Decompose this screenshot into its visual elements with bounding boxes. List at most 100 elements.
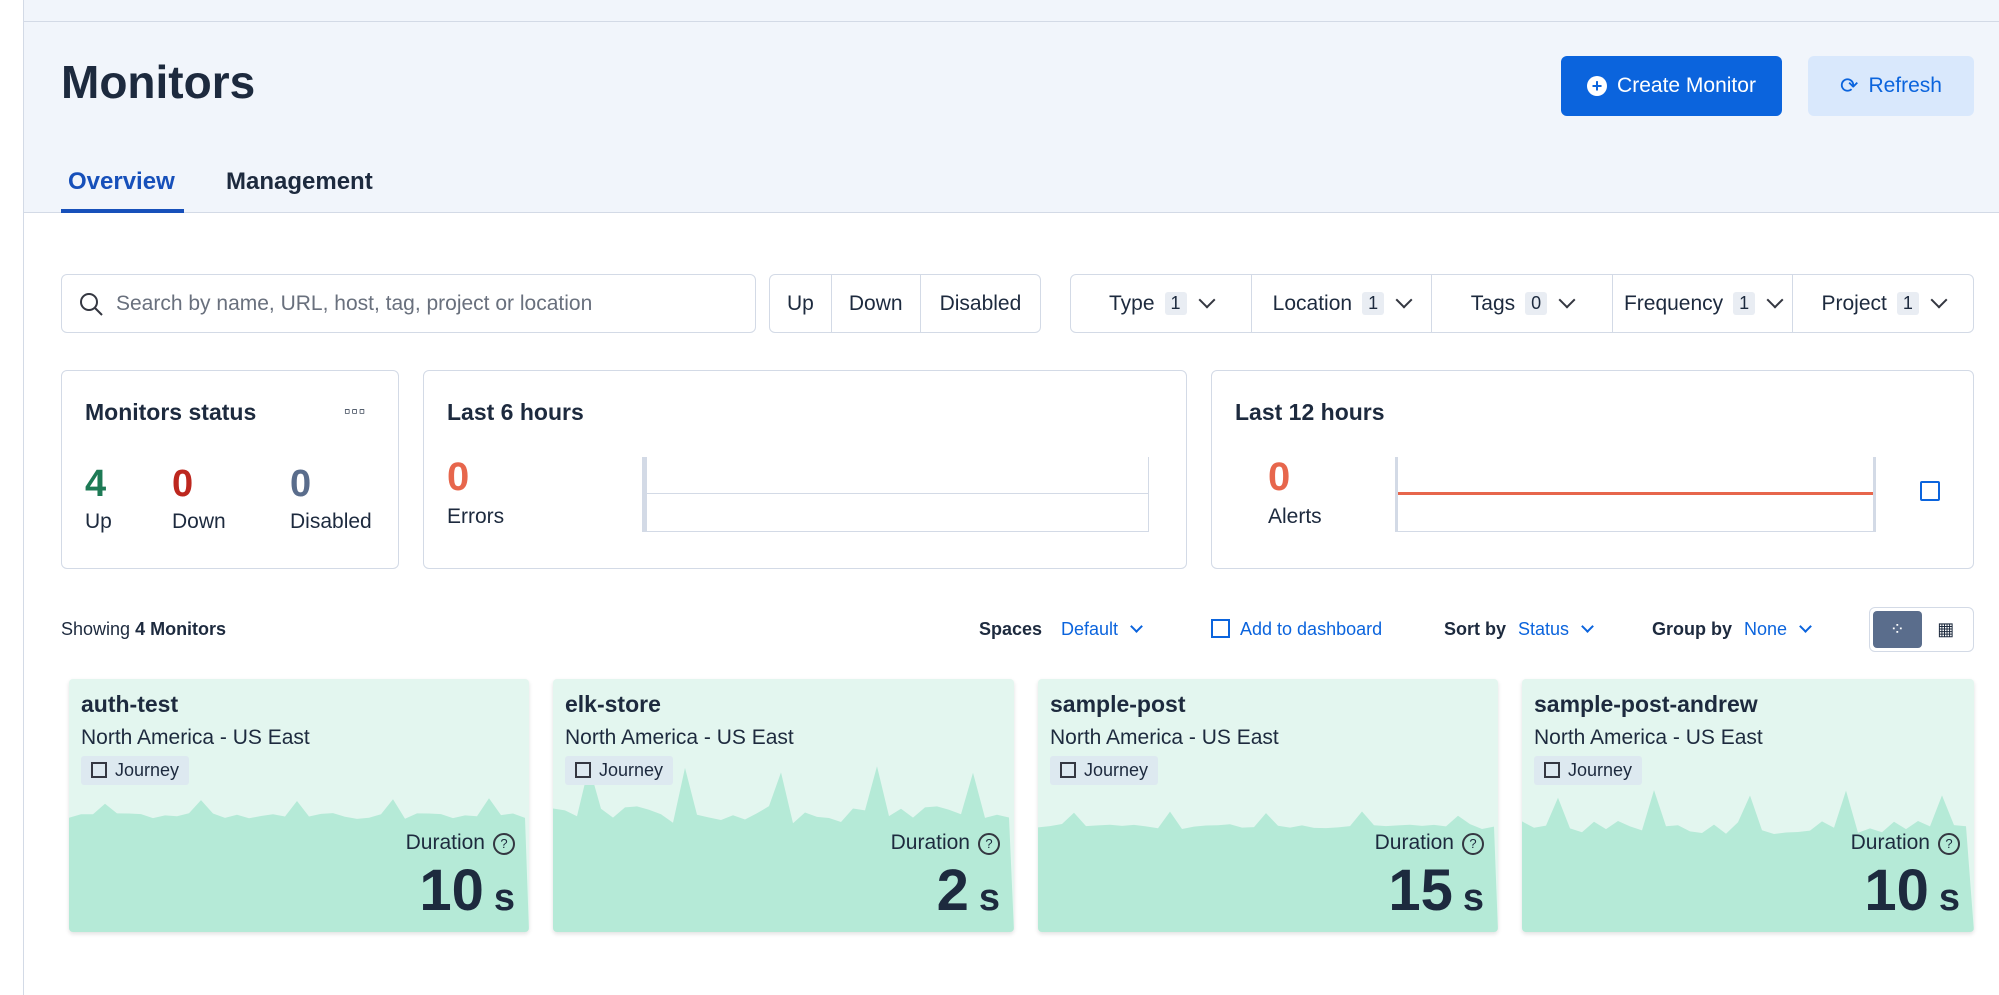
group-label: Group by — [1652, 619, 1732, 640]
tab[interactable]: Management — [226, 168, 373, 196]
status-label: Down — [172, 510, 226, 534]
duration-label: Duration — [406, 831, 485, 854]
filter-dropdown[interactable]: Project1 — [1792, 275, 1973, 332]
chart-line — [1398, 492, 1873, 495]
help-icon: ? — [1462, 833, 1484, 855]
monitor-name: sample-post — [1050, 691, 1185, 718]
duration-row: 10s — [419, 857, 515, 924]
chevron — [1559, 291, 1576, 308]
status-filter-group: UpDownDisabled — [769, 274, 1041, 333]
status-filter[interactable]: Up — [770, 275, 831, 332]
showing-text: Showing 4 Monitors — [61, 619, 226, 640]
filter-group: Type1Location1Tags0Frequency1Project1 — [1070, 274, 1974, 333]
monitor-card[interactable]: sample-post-andrew North America - US Eas… — [1522, 679, 1974, 932]
panel-title: Last 12 hours — [1235, 399, 1385, 426]
sort-value: Status — [1518, 619, 1569, 639]
button-label: Create Monitor — [1617, 74, 1756, 98]
chevron — [1930, 291, 1947, 308]
chevron — [1198, 291, 1215, 308]
monitor-type: Journey — [1568, 760, 1632, 780]
tab[interactable]: Overview — [68, 168, 175, 196]
spaces-select[interactable]: Default — [1061, 619, 1141, 640]
filter-dropdown[interactable]: Location 1 — [1251, 275, 1432, 332]
button-label: Refresh — [1868, 74, 1942, 98]
alerts-panel: Last 12 hours 0 Alerts — [1211, 370, 1974, 569]
showing-prefix: Showing — [61, 619, 130, 639]
help-icon: ? — [1938, 833, 1960, 855]
filter-label: Tags — [1471, 292, 1515, 316]
chevron — [1130, 620, 1143, 633]
duration-label: Duration — [891, 831, 970, 854]
filter-label: Project — [1821, 292, 1886, 316]
sidebar — [0, 0, 24, 995]
filter-count: 0 — [1525, 292, 1547, 315]
grid-view-button[interactable]: ⁘ — [1873, 611, 1922, 648]
help-icon: ? — [493, 833, 515, 855]
table-view-button[interactable]: ▦ — [1922, 611, 1971, 648]
inspect-icon[interactable] — [1920, 481, 1940, 501]
group-value: None — [1744, 619, 1787, 639]
refresh-icon: ⟳ — [1840, 73, 1858, 99]
add-to-dashboard-label: Add to dashboard — [1240, 619, 1382, 639]
top-bar-border — [24, 21, 1999, 22]
alerts-count: 0 — [1268, 455, 1290, 500]
monitor-location: North America - US East — [1050, 726, 1279, 750]
monitor-location: North America - US East — [81, 726, 310, 750]
filter-count: 1 — [1362, 292, 1384, 315]
status-count: 4 — [85, 463, 106, 506]
more-button[interactable]: ▫▫▫ — [344, 401, 366, 422]
duration-row: 2s — [937, 857, 1000, 924]
help-icon: ? — [978, 833, 1000, 855]
errors-panel: Last 6 hours 0 Errors — [423, 370, 1187, 569]
status-filter[interactable]: Disabled — [920, 275, 1041, 332]
filter-count: 1 — [1733, 292, 1755, 315]
add-to-dashboard[interactable]: Add to dashboard — [1211, 619, 1382, 640]
panel-title: Monitors status — [85, 399, 256, 426]
duration-unit: s — [494, 877, 515, 919]
monitor-location: North America - US East — [565, 726, 794, 750]
duration-label: Duration — [1375, 831, 1454, 854]
tab-underline — [61, 209, 184, 213]
filter-dropdown[interactable]: Type1 — [1071, 275, 1251, 332]
monitor-location: North America - US East — [1534, 726, 1763, 750]
monitor-name: sample-post-andrew — [1534, 691, 1758, 718]
monitor-card[interactable]: sample-post North America - US East Journe… — [1038, 679, 1498, 932]
journey-icon — [91, 762, 107, 778]
monitor-card[interactable]: auth-testNorth America - US EastJourneyD… — [69, 679, 529, 932]
sort-select[interactable]: Status — [1518, 619, 1592, 640]
errors-chart — [642, 457, 1149, 532]
monitors-status-panel: Monitors status ▫▫▫ 4Up0Down0Disabled — [61, 370, 399, 569]
monitor-name: auth-test — [81, 691, 178, 718]
journey-icon — [575, 762, 591, 778]
duration-label-row: Duration? — [1375, 831, 1484, 855]
filter-label: Type — [1109, 292, 1155, 316]
duration-label: Duration — [1851, 831, 1930, 854]
monitor-type-badge: Journey — [1050, 756, 1158, 785]
status-label: Disabled — [290, 510, 372, 534]
duration-value: 15 — [1388, 858, 1453, 923]
filter-label: Location — [1273, 292, 1352, 316]
monitor-type: Journey — [599, 760, 663, 780]
journey-icon — [1544, 762, 1560, 778]
monitor-type-badge: Journey — [1534, 756, 1642, 785]
filter-dropdown[interactable]: Tags 0 — [1431, 275, 1612, 332]
refresh-button[interactable]: ⟳ Refresh — [1808, 56, 1974, 116]
spaces-value: Default — [1061, 619, 1118, 639]
monitor-type-badge: Journey — [565, 756, 673, 785]
view-toggle: ⁘ ▦ — [1869, 607, 1974, 652]
panel-title: Last 6 hours — [447, 399, 584, 426]
duration-row: 10s — [1864, 857, 1960, 924]
search-box[interactable]: Search by name, URL, host, tag, project … — [61, 274, 756, 333]
chevron — [1767, 291, 1784, 308]
status-filter[interactable]: Down — [831, 275, 920, 332]
showing-count: 4 Monitors — [135, 619, 226, 639]
duration-unit: s — [1463, 877, 1484, 919]
monitor-card[interactable]: elk-storeNorth America - US EastJourneyD… — [553, 679, 1014, 932]
chart-line — [647, 493, 1149, 494]
filter-dropdown[interactable]: Frequency1 — [1612, 275, 1793, 332]
create-monitor-button[interactable]: +Create Monitor — [1561, 56, 1782, 116]
group-select[interactable]: None — [1744, 619, 1810, 640]
chevron — [1581, 620, 1594, 633]
errors-label: Errors — [447, 505, 504, 529]
